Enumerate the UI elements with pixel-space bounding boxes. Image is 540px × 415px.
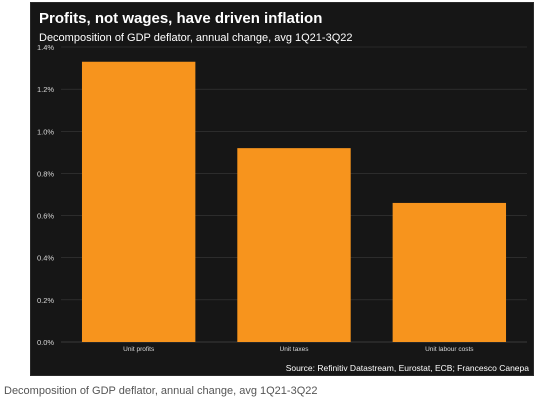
bar-unit-taxes <box>237 148 351 342</box>
bar-unit-profits <box>81 61 196 342</box>
y-tick-label: 0.0% <box>37 338 54 347</box>
x-axis-labels: Unit profits Unit taxes Unit labour costs <box>123 346 474 353</box>
chart-subtitle: Decomposition of GDP deflator, annual ch… <box>39 32 353 44</box>
x-tick-label: Unit profits <box>123 346 155 353</box>
y-tick-label: 0.2% <box>37 296 54 305</box>
y-tick-label: 1.0% <box>37 127 54 136</box>
y-axis-ticks: 0.0% 0.2% 0.4% 0.6% 0.8% 1.0% 1.2% 1.4% <box>37 43 54 347</box>
y-tick-label: 0.4% <box>37 254 54 263</box>
bar-unit-labour-costs <box>392 202 507 342</box>
y-tick-label: 1.2% <box>37 85 54 94</box>
x-tick-label: Unit labour costs <box>425 346 474 353</box>
chart-panel: Profits, not wages, have driven inflatio… <box>30 2 534 376</box>
bar-chart: Profits, not wages, have driven inflatio… <box>37 10 530 373</box>
y-tick-label: 0.8% <box>37 169 54 178</box>
page-caption: Decomposition of GDP deflator, annual ch… <box>4 385 318 397</box>
y-tick-label: 0.6% <box>37 212 54 221</box>
chart-source: Source: Refinitiv Datastream, Eurostat, … <box>286 363 530 373</box>
bars <box>81 61 507 342</box>
x-tick-label: Unit taxes <box>280 346 310 353</box>
y-tick-label: 1.4% <box>37 43 54 52</box>
chart-title: Profits, not wages, have driven inflatio… <box>39 10 322 27</box>
